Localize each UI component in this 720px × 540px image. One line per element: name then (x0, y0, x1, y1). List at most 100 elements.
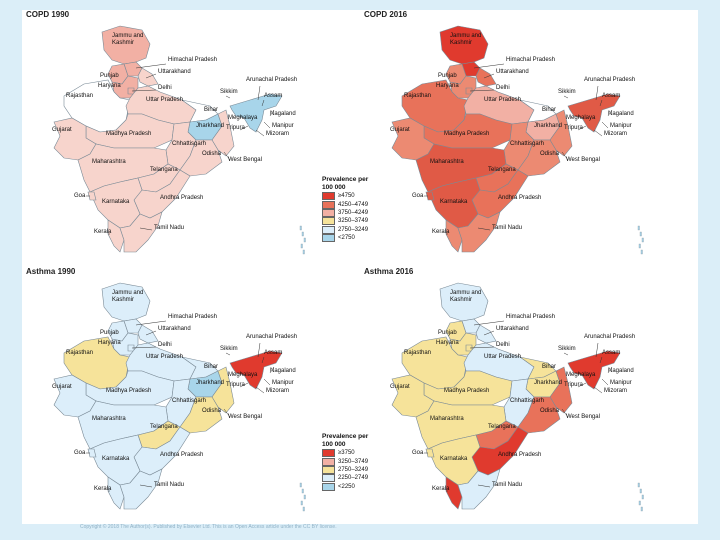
state-label-mh: Maharashtra (92, 159, 126, 165)
legend-swatch (322, 217, 335, 226)
state-label-tn: Tamil Nadu (492, 482, 523, 488)
label-leader-ar (595, 85, 599, 101)
legend-label: 2750–3249 (338, 466, 369, 473)
state-label-wb: West Bengal (228, 414, 262, 420)
state-label-hp: Himachal Pradesh (506, 57, 556, 63)
state-label-mz: Mizoram (266, 388, 290, 394)
island-marker (637, 225, 640, 231)
state-label-goa: Goa (74, 450, 86, 456)
legend-item: 2750–3249 (322, 465, 378, 474)
state-od (179, 139, 223, 177)
label-leader-uk (145, 330, 157, 336)
legend-label: 4250–4749 (338, 201, 369, 208)
state-label-ml: Meghalaya (228, 115, 258, 121)
state-label-ar: Arunachal Pradesh (246, 334, 298, 340)
state-label-pb: Punjab (438, 73, 457, 79)
state-tn (119, 468, 163, 510)
state-label-od: Odisha (202, 151, 222, 157)
legend-swatch (322, 200, 335, 209)
state-label-gj: Gujarat (390, 127, 410, 133)
legend-label: 3250–3749 (338, 218, 369, 225)
state-label-hr: Haryana (436, 340, 459, 346)
state-jk (439, 282, 489, 322)
label-leader-mn (263, 378, 271, 386)
label-leader-mn (601, 378, 609, 386)
island-marker (641, 494, 644, 500)
india-map (53, 25, 306, 255)
island-marker (303, 494, 306, 500)
state-goa (87, 448, 97, 458)
state-label-up: Uttar Pradesh (146, 97, 184, 103)
island-marker (300, 243, 303, 249)
label-leader-nl (607, 366, 613, 374)
label-leader-ar (257, 342, 261, 358)
state-label-nl: Nagaland (608, 111, 634, 117)
legend-item: 3250–3749 (322, 217, 378, 226)
label-leader-tr (577, 382, 587, 388)
state-label-ch: Chhattisgarh (510, 398, 545, 404)
state-label-mz: Mizoram (604, 131, 628, 137)
state-label-dl: Delhi (496, 342, 510, 348)
label-leader-tr (239, 382, 249, 388)
island-marker (637, 482, 640, 488)
state-label-ch: Chhattisgarh (172, 141, 207, 147)
state-label-tg: Telangana (150, 424, 178, 430)
state-label-hr: Haryana (436, 83, 459, 89)
state-label-jk: Jammu and Kashmir (112, 290, 144, 303)
state-label-ml: Meghalaya (566, 115, 596, 121)
state-label-as: Assam (602, 93, 621, 99)
state-label-wb: West Bengal (566, 157, 600, 163)
state-label-tn: Tamil Nadu (154, 482, 185, 488)
label-leader-nl (269, 366, 275, 374)
label-leader-as (261, 356, 265, 364)
label-leader-sk (563, 352, 569, 356)
state-label-sk: Sikkim (558, 89, 576, 95)
state-label-mh: Maharashtra (430, 159, 464, 165)
state-jk (101, 25, 151, 65)
island-marker (302, 506, 305, 512)
island-marker (639, 231, 642, 237)
state-label-rj: Rajasthan (404, 350, 432, 356)
panel-title: Asthma 1990 (26, 267, 76, 276)
state-od (179, 396, 223, 434)
state-ka (427, 177, 481, 229)
state-label-jh: Jharkhand (196, 380, 225, 386)
state-label-sk: Sikkim (220, 89, 238, 95)
state-ka (89, 434, 143, 486)
state-label-mn: Manipur (272, 380, 294, 386)
legend-title: Prevalence per 100 000 (322, 433, 369, 448)
state-od (517, 396, 561, 434)
label-leader-tn (477, 484, 491, 488)
state-label-br: Bihar (542, 364, 557, 370)
island-marker (639, 488, 642, 494)
state-label-hp: Himachal Pradesh (506, 314, 556, 320)
panel-title: COPD 2016 (364, 10, 408, 19)
state-label-uk: Uttarakhand (158, 69, 191, 75)
state-label-up: Uttar Pradesh (146, 354, 184, 360)
state-label-hr: Haryana (98, 83, 121, 89)
legend-swatch (322, 457, 335, 466)
state-label-jk: Jammu and Kashmir (450, 290, 482, 303)
label-leader-as (599, 356, 603, 364)
label-leader-tr (577, 125, 587, 131)
state-label-goa: Goa (412, 193, 424, 199)
legend-item: <2750 (322, 234, 378, 243)
legend-swatch (322, 474, 335, 483)
state-od (517, 139, 561, 177)
state-tn (457, 211, 501, 253)
legend-label: ≥3750 (338, 450, 355, 457)
state-label-jh: Jharkhand (534, 380, 563, 386)
legend-label: 3750–4249 (338, 209, 369, 216)
state-label-rj: Rajasthan (66, 350, 94, 356)
state-tn (457, 468, 501, 510)
state-label-jk: Jammu and Kashmir (450, 33, 482, 46)
state-label-ar: Arunachal Pradesh (584, 77, 636, 83)
legend-swatch (322, 449, 335, 458)
state-label-kl: Kerala (94, 486, 112, 492)
state-label-kl: Kerala (432, 486, 450, 492)
state-ka (427, 434, 481, 486)
label-leader-as (599, 99, 603, 107)
state-label-ka: Karnataka (440, 456, 468, 462)
legend-swatch (322, 192, 335, 201)
label-leader-mz (593, 129, 603, 137)
